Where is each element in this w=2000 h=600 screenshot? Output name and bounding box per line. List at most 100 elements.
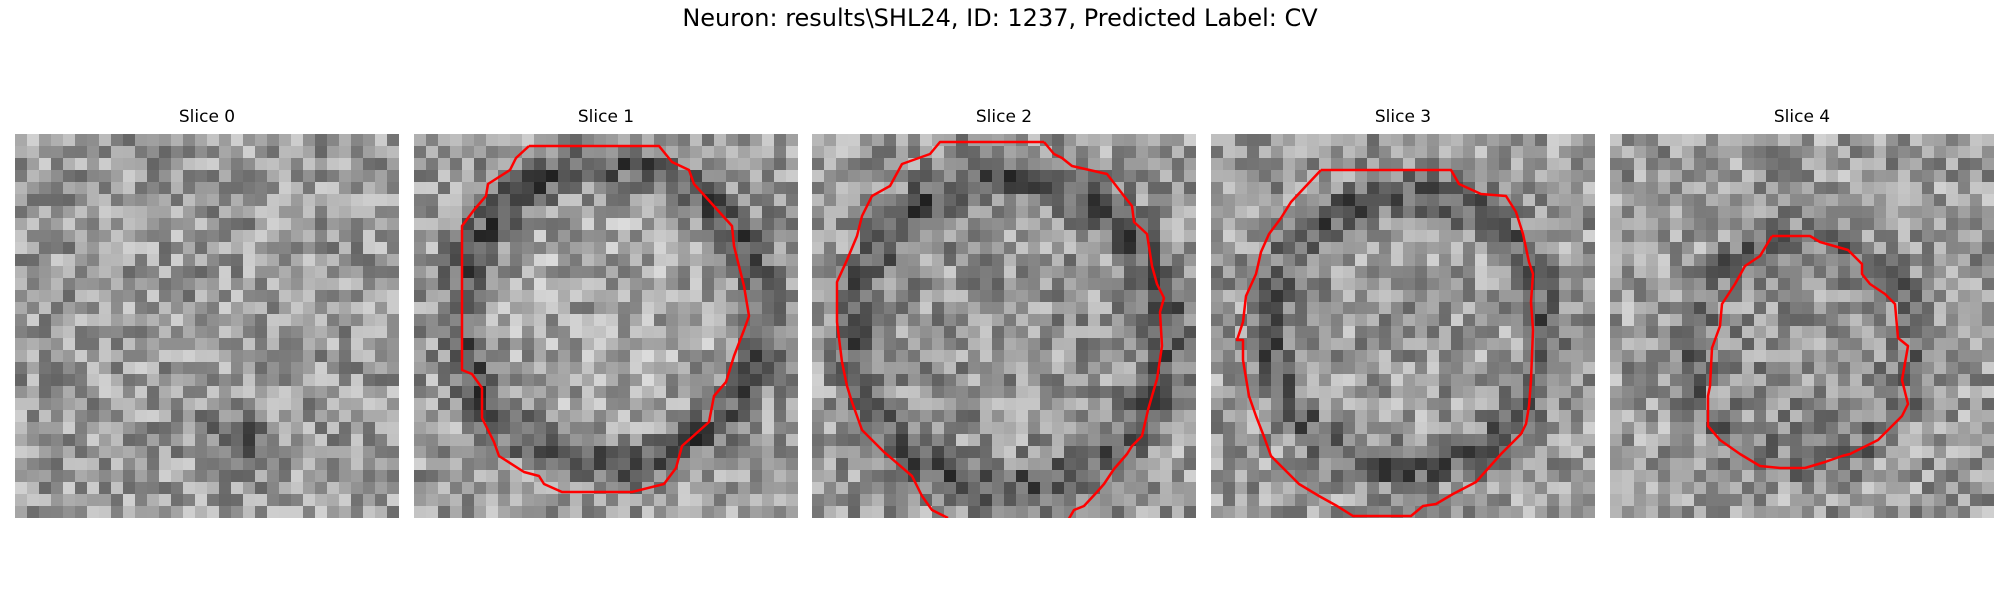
pixel [1898, 434, 1911, 447]
pixel [123, 314, 136, 327]
pixel [303, 422, 316, 435]
pixel [872, 242, 885, 255]
pixel [1754, 278, 1767, 291]
pixel [1475, 206, 1488, 219]
pixel [956, 170, 969, 183]
pixel [1694, 314, 1707, 327]
pixel [1343, 350, 1356, 363]
pixel [1571, 302, 1584, 315]
pixel [1790, 398, 1803, 411]
pixel [1718, 446, 1731, 459]
pixel [450, 230, 463, 243]
pixel [1583, 290, 1595, 303]
pixel [1379, 134, 1392, 147]
pixel [15, 398, 28, 411]
pixel [1235, 434, 1248, 447]
pixel [1850, 170, 1863, 183]
pixel [786, 158, 798, 171]
pixel [1367, 266, 1380, 279]
pixel [27, 494, 40, 507]
pixel [1766, 170, 1779, 183]
pixel [1778, 362, 1791, 375]
pixel [558, 302, 571, 315]
pixel [1331, 254, 1344, 267]
pixel [450, 482, 463, 495]
pixel [642, 290, 655, 303]
pixel [1682, 386, 1695, 399]
pixel [1112, 434, 1125, 447]
pixel [207, 470, 220, 483]
pixel [414, 206, 427, 219]
pixel [1778, 254, 1791, 267]
pixel [1874, 266, 1887, 279]
pixel [486, 362, 499, 375]
pixel [1403, 434, 1416, 447]
pixel [872, 206, 885, 219]
pixel [1850, 398, 1863, 411]
pixel [1052, 338, 1065, 351]
pixel [1682, 422, 1695, 435]
pixel [534, 242, 547, 255]
pixel [1415, 350, 1428, 363]
pixel [255, 482, 268, 495]
pixel [1547, 458, 1560, 471]
pixel [1355, 158, 1368, 171]
pixel [426, 218, 439, 231]
pixel [1172, 218, 1185, 231]
pixel [1754, 230, 1767, 243]
pixel [1910, 230, 1923, 243]
pixel [1391, 350, 1404, 363]
pixel [1487, 290, 1500, 303]
pixel [51, 182, 64, 195]
pixel [1535, 506, 1548, 518]
pixel [111, 398, 124, 411]
pixel [1958, 170, 1971, 183]
pixel [438, 446, 451, 459]
pixel [1100, 158, 1113, 171]
pixel [135, 290, 148, 303]
pixel [932, 218, 945, 231]
pixel [642, 146, 655, 159]
pixel [1886, 170, 1899, 183]
pixel [147, 350, 160, 363]
pixel [1223, 410, 1236, 423]
pixel [1124, 494, 1137, 507]
pixel [255, 230, 268, 243]
pixel [1754, 182, 1767, 195]
pixel [279, 350, 292, 363]
pixel [1958, 374, 1971, 387]
pixel [1535, 206, 1548, 219]
pixel [207, 326, 220, 339]
pixel [570, 266, 583, 279]
pixel [291, 422, 304, 435]
pixel [1403, 302, 1416, 315]
pixel [1487, 374, 1500, 387]
pixel [207, 362, 220, 375]
pixel [1184, 218, 1196, 231]
pixel [522, 326, 535, 339]
pixel [1754, 350, 1767, 363]
pixel [992, 398, 1005, 411]
pixel [474, 434, 487, 447]
pixel [1982, 326, 1994, 339]
pixel [1730, 314, 1743, 327]
pixel [1523, 494, 1536, 507]
pixel [414, 194, 427, 207]
pixel [1148, 170, 1161, 183]
pixel [630, 326, 643, 339]
pixel [39, 158, 52, 171]
pixel [426, 410, 439, 423]
pixel [231, 350, 244, 363]
pixel [1886, 278, 1899, 291]
pixel [968, 302, 981, 315]
pixel [618, 302, 631, 315]
pixel [1136, 374, 1149, 387]
pixel [1559, 326, 1572, 339]
pixel [1583, 218, 1595, 231]
pixel [1475, 254, 1488, 267]
pixel [1958, 338, 1971, 351]
pixel [1970, 290, 1983, 303]
pixel [714, 146, 727, 159]
pixel [1439, 158, 1452, 171]
pixel [606, 230, 619, 243]
